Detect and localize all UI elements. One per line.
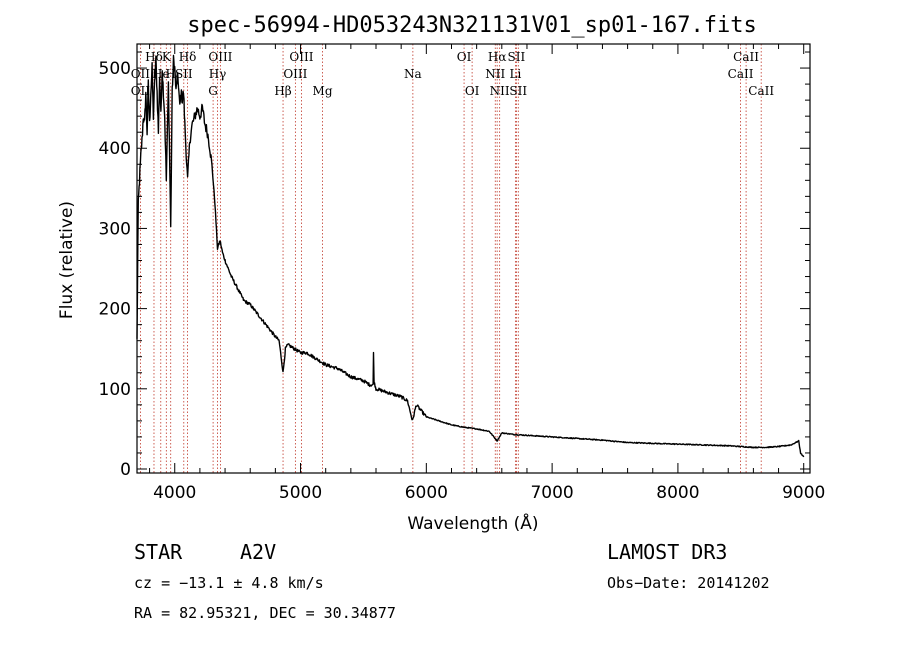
spectral-line-label: G — [208, 84, 218, 98]
sky-coordinates: RA = 82.95321, DEC = 30.34877 — [134, 604, 396, 622]
object-subclass: A2V — [240, 540, 276, 564]
spectral-line-label: SII — [508, 50, 526, 64]
x-tick-label: 4000 — [153, 483, 196, 503]
x-tick-label: 8000 — [656, 483, 699, 503]
spectral-line-label: K — [162, 50, 172, 64]
spectral-line-label: OIII — [283, 67, 307, 81]
spectral-line-label: NII — [490, 84, 510, 98]
x-axis-label: Wavelength (Å) — [407, 512, 538, 534]
object-class: STAR — [134, 540, 183, 564]
y-tick-label: 100 — [99, 380, 131, 400]
spectral-line-label: Hδ — [179, 50, 197, 64]
spectral-line-label: CaII — [733, 50, 759, 64]
chart-title: spec-56994-HD053243N321131V01_sp01-167.f… — [187, 13, 757, 38]
spectral-line-label: OII — [131, 67, 151, 81]
spectral-line-label: SII — [175, 67, 193, 81]
survey-name: LAMOST DR3 — [607, 540, 727, 564]
spectrum-line — [136, 54, 805, 458]
spectral-line-label: Na — [404, 67, 422, 81]
spectral-line-label: SII — [509, 84, 527, 98]
x-tick-label: 5000 — [279, 483, 322, 503]
spectral-line-label: Hδ — [145, 50, 163, 64]
spectral-line-label: NII — [485, 67, 505, 81]
spectral-lines — [139, 44, 762, 473]
y-tick-label: 500 — [99, 59, 131, 79]
spectral-line-label: CaII — [748, 84, 774, 98]
spectral-line-label: OIII — [289, 50, 313, 64]
spectral-line-label: Mg — [313, 84, 333, 98]
observation-date: Obs−Date: 20141202 — [607, 574, 770, 592]
spectral-line-label: OI — [465, 84, 480, 98]
spectral-line-label: Hγ — [209, 67, 227, 81]
spectral-line-label: OIII — [208, 50, 232, 64]
redshift-readout: cz = −13.1 ± 4.8 km/s — [134, 574, 324, 592]
x-tick-label: 9000 — [782, 483, 825, 503]
plot-frame — [136, 43, 811, 474]
y-tick-label: 400 — [99, 139, 131, 159]
spectral-line-label: Li — [509, 67, 521, 81]
spectral-line-label: OI — [457, 50, 472, 64]
y-axis-label: Flux (relative) — [57, 201, 77, 319]
x-tick-label: 7000 — [530, 483, 573, 503]
y-tick-label: 0 — [120, 460, 131, 480]
spectral-line-label: H — [165, 67, 175, 81]
spectral-line-label: Hβ — [274, 84, 291, 98]
axis-ticks: 4000 5000 6000 7000 8000 9000 0 100 200 300 400 500 — [99, 44, 825, 503]
x-tick-label: 6000 — [405, 483, 448, 503]
spectral-line-label: CaII — [728, 67, 754, 81]
spectral-line-label: Hα — [488, 50, 507, 64]
y-tick-label: 300 — [99, 219, 131, 239]
y-tick-label: 200 — [99, 300, 131, 320]
